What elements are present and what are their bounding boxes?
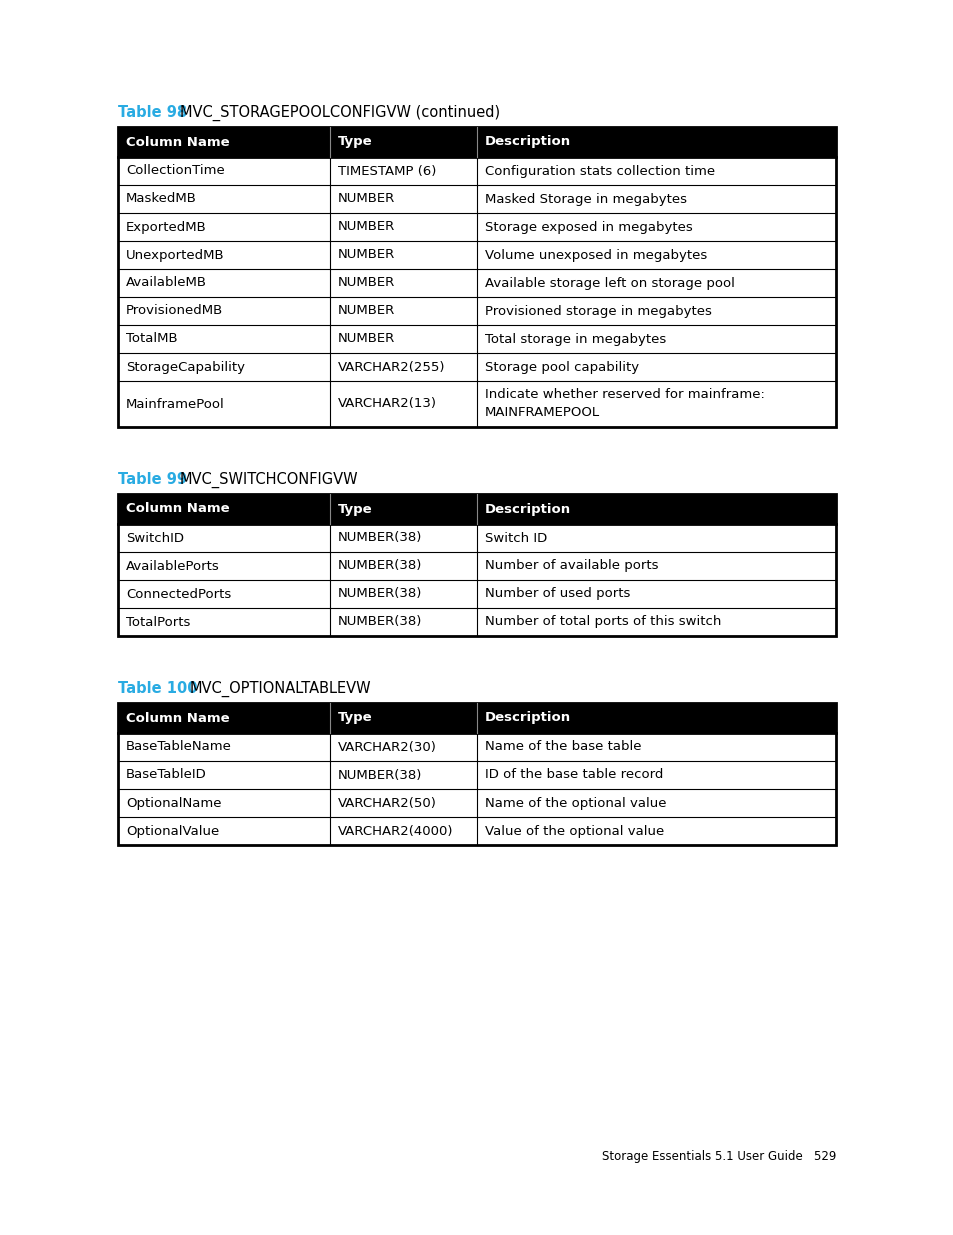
Text: Column Name: Column Name	[126, 711, 230, 725]
Bar	[118, 818, 835, 845]
Text: Configuration stats collection time: Configuration stats collection time	[484, 164, 715, 178]
Text: Table 99: Table 99	[118, 472, 187, 487]
Text: Description: Description	[484, 503, 571, 515]
Bar	[118, 703, 835, 845]
Text: Name of the base table: Name of the base table	[484, 741, 640, 753]
Text: Provisioned storage in megabytes: Provisioned storage in megabytes	[484, 305, 711, 317]
Bar	[118, 382, 835, 427]
Bar	[118, 325, 835, 353]
Text: Available storage left on storage pool: Available storage left on storage pool	[484, 277, 734, 289]
Bar	[118, 703, 835, 734]
Text: NUMBER: NUMBER	[337, 305, 395, 317]
Text: StorageCapability: StorageCapability	[126, 361, 245, 373]
Bar	[118, 353, 835, 382]
Text: Table 100: Table 100	[118, 680, 197, 697]
Text: Table 98: Table 98	[118, 105, 187, 120]
Bar	[118, 789, 835, 818]
Bar	[118, 580, 835, 608]
Text: VARCHAR2(50): VARCHAR2(50)	[337, 797, 436, 809]
Text: NUMBER(38): NUMBER(38)	[337, 615, 422, 629]
Text: NUMBER: NUMBER	[337, 221, 395, 233]
Text: ConnectedPorts: ConnectedPorts	[126, 588, 231, 600]
Text: Number of available ports: Number of available ports	[484, 559, 658, 573]
Text: CollectionTime: CollectionTime	[126, 164, 225, 178]
Text: NUMBER: NUMBER	[337, 277, 395, 289]
Bar	[118, 552, 835, 580]
Text: MVC_OPTIONALTABLEVW: MVC_OPTIONALTABLEVW	[190, 680, 372, 698]
Text: Volume unexposed in megabytes: Volume unexposed in megabytes	[484, 248, 706, 262]
Text: Switch ID: Switch ID	[484, 531, 547, 545]
Text: UnexportedMB: UnexportedMB	[126, 248, 224, 262]
Bar	[118, 127, 835, 427]
Text: BaseTableName: BaseTableName	[126, 741, 232, 753]
Text: ID of the base table record: ID of the base table record	[484, 768, 662, 782]
Text: VARCHAR2(4000): VARCHAR2(4000)	[337, 825, 453, 837]
Text: MaskedMB: MaskedMB	[126, 193, 196, 205]
Text: NUMBER: NUMBER	[337, 248, 395, 262]
Text: TIMESTAMP (6): TIMESTAMP (6)	[337, 164, 436, 178]
Text: MAINFRAMEPOOL: MAINFRAMEPOOL	[484, 406, 599, 419]
Bar	[118, 734, 835, 761]
Text: NUMBER: NUMBER	[337, 332, 395, 346]
Text: NUMBER(38): NUMBER(38)	[337, 559, 422, 573]
Text: Number of used ports: Number of used ports	[484, 588, 630, 600]
Text: Column Name: Column Name	[126, 136, 230, 148]
Text: AvailablePorts: AvailablePorts	[126, 559, 219, 573]
Text: BaseTableID: BaseTableID	[126, 768, 207, 782]
Bar	[118, 761, 835, 789]
Text: MVC_SWITCHCONFIGVW: MVC_SWITCHCONFIGVW	[180, 472, 358, 488]
Text: Type: Type	[337, 711, 372, 725]
Text: Type: Type	[337, 136, 372, 148]
Bar	[118, 127, 835, 157]
Text: MVC_STORAGEPOOLCONFIGVW (continued): MVC_STORAGEPOOLCONFIGVW (continued)	[180, 105, 499, 121]
Text: Storage pool capability: Storage pool capability	[484, 361, 639, 373]
Text: Indicate whether reserved for mainframe:: Indicate whether reserved for mainframe:	[484, 388, 764, 401]
Bar	[118, 296, 835, 325]
Text: Storage exposed in megabytes: Storage exposed in megabytes	[484, 221, 692, 233]
Text: Type: Type	[337, 503, 372, 515]
Text: TotalMB: TotalMB	[126, 332, 177, 346]
Text: OptionalName: OptionalName	[126, 797, 221, 809]
Bar	[118, 157, 835, 185]
Text: Description: Description	[484, 136, 571, 148]
Text: NUMBER: NUMBER	[337, 193, 395, 205]
Text: NUMBER(38): NUMBER(38)	[337, 588, 422, 600]
Text: AvailableMB: AvailableMB	[126, 277, 207, 289]
Text: ExportedMB: ExportedMB	[126, 221, 207, 233]
Bar	[118, 494, 835, 524]
Text: NUMBER(38): NUMBER(38)	[337, 531, 422, 545]
Bar	[118, 524, 835, 552]
Text: NUMBER(38): NUMBER(38)	[337, 768, 422, 782]
Text: ProvisionedMB: ProvisionedMB	[126, 305, 223, 317]
Text: Column Name: Column Name	[126, 503, 230, 515]
Text: Number of total ports of this switch: Number of total ports of this switch	[484, 615, 720, 629]
Bar	[118, 269, 835, 296]
Text: Masked Storage in megabytes: Masked Storage in megabytes	[484, 193, 686, 205]
Bar	[118, 185, 835, 212]
Bar	[118, 608, 835, 636]
Text: VARCHAR2(13): VARCHAR2(13)	[337, 398, 436, 410]
Text: TotalPorts: TotalPorts	[126, 615, 191, 629]
Text: Value of the optional value: Value of the optional value	[484, 825, 663, 837]
Text: Total storage in megabytes: Total storage in megabytes	[484, 332, 665, 346]
Text: Storage Essentials 5.1 User Guide   529: Storage Essentials 5.1 User Guide 529	[601, 1150, 835, 1163]
Bar	[118, 241, 835, 269]
Bar	[118, 212, 835, 241]
Text: MainframePool: MainframePool	[126, 398, 225, 410]
Bar	[118, 494, 835, 636]
Text: VARCHAR2(30): VARCHAR2(30)	[337, 741, 436, 753]
Text: OptionalValue: OptionalValue	[126, 825, 219, 837]
Text: Description: Description	[484, 711, 571, 725]
Text: VARCHAR2(255): VARCHAR2(255)	[337, 361, 445, 373]
Text: Name of the optional value: Name of the optional value	[484, 797, 666, 809]
Text: SwitchID: SwitchID	[126, 531, 184, 545]
